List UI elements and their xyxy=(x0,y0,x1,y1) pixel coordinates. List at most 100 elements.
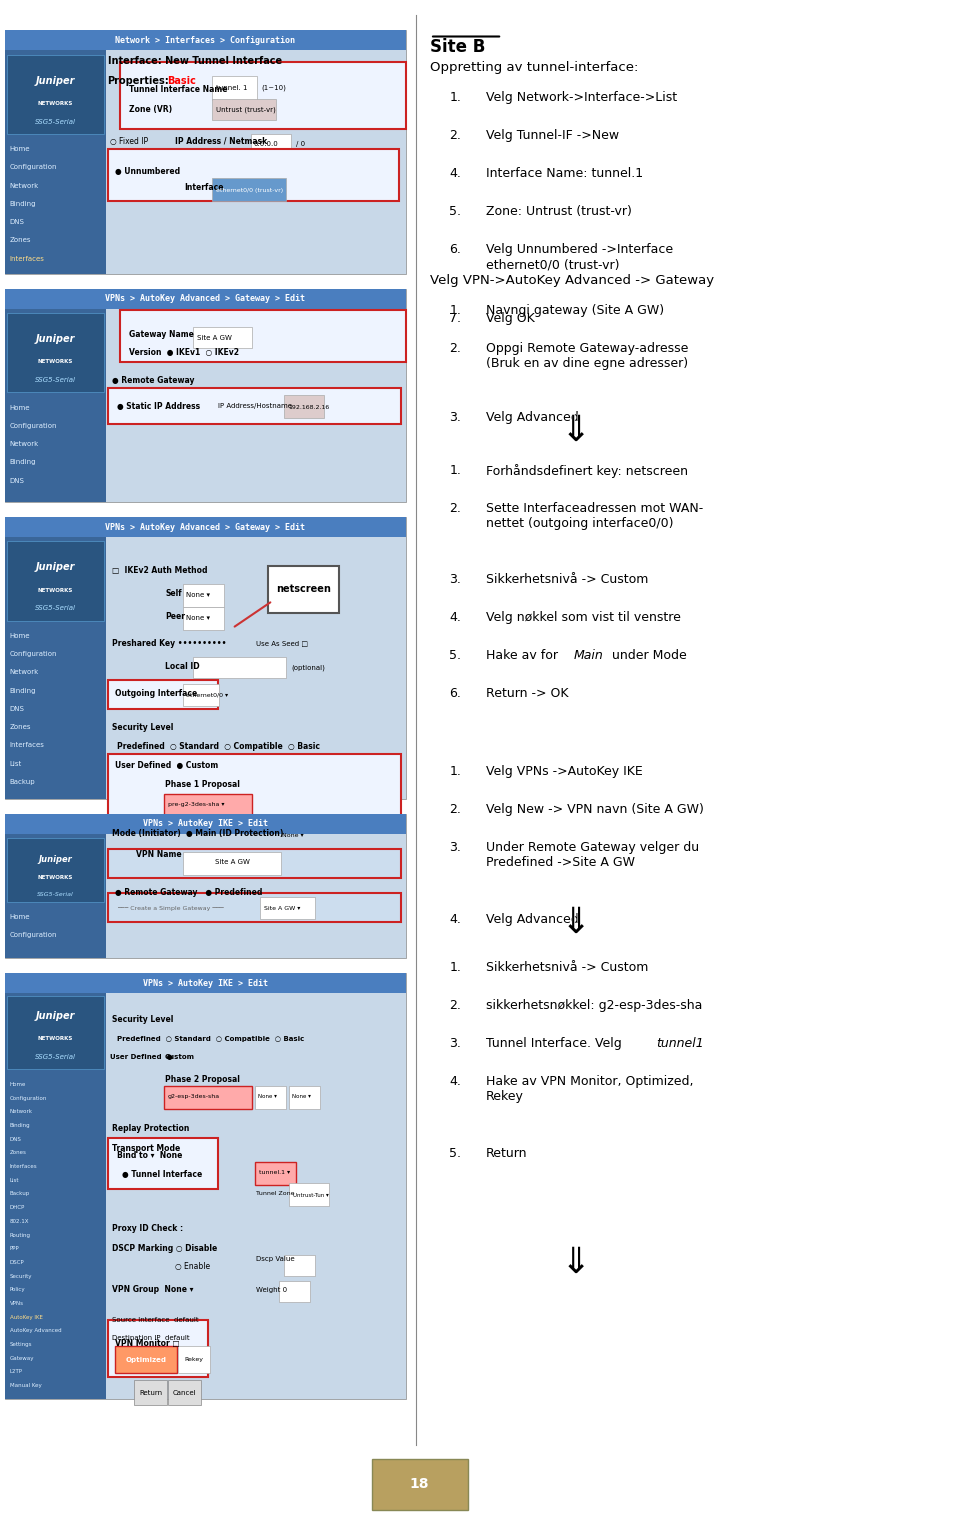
Text: / 0: / 0 xyxy=(296,141,305,148)
Text: DSCP: DSCP xyxy=(10,1259,24,1265)
Text: Network: Network xyxy=(10,1109,33,1115)
Text: tunnel. 1: tunnel. 1 xyxy=(216,85,248,91)
Text: List: List xyxy=(10,760,22,767)
Text: NETWORKS: NETWORKS xyxy=(37,359,73,365)
Text: List: List xyxy=(10,1177,19,1183)
Text: Weight 0: Weight 0 xyxy=(256,1287,287,1293)
Text: Velg Tunnel-IF ->New: Velg Tunnel-IF ->New xyxy=(486,129,619,143)
FancyBboxPatch shape xyxy=(108,149,399,201)
FancyBboxPatch shape xyxy=(255,1162,296,1185)
FancyBboxPatch shape xyxy=(108,754,401,821)
Text: ● Unnumbered: ● Unnumbered xyxy=(115,167,180,176)
Text: Replay Protection: Replay Protection xyxy=(112,1124,190,1133)
Text: Security: Security xyxy=(10,1273,32,1279)
Text: ⇓: ⇓ xyxy=(560,412,592,449)
Text: Return: Return xyxy=(486,1147,527,1161)
Text: VPNs: VPNs xyxy=(10,1300,24,1307)
Text: 2.: 2. xyxy=(449,999,461,1013)
FancyBboxPatch shape xyxy=(7,313,104,392)
Text: Untrust-Tun ▾: Untrust-Tun ▾ xyxy=(293,1192,328,1199)
Text: ethernet0/0 ▾: ethernet0/0 ▾ xyxy=(186,692,228,698)
Text: Zone: Untrust (trust-vr): Zone: Untrust (trust-vr) xyxy=(486,205,632,219)
Text: Local ID: Local ID xyxy=(165,662,200,671)
Text: Binding: Binding xyxy=(10,201,36,207)
Text: User Defined  ●: User Defined ● xyxy=(110,1054,173,1060)
Text: Binding: Binding xyxy=(10,687,36,694)
Text: Use As Seed □: Use As Seed □ xyxy=(256,640,308,646)
FancyBboxPatch shape xyxy=(108,1320,208,1377)
Text: Velg OK: Velg OK xyxy=(486,312,535,325)
Text: Rekey: Rekey xyxy=(184,1357,204,1363)
Text: DNS: DNS xyxy=(10,478,24,484)
FancyBboxPatch shape xyxy=(7,838,104,902)
Text: Self: Self xyxy=(165,589,181,598)
FancyBboxPatch shape xyxy=(5,993,106,1399)
Text: DNS: DNS xyxy=(10,219,24,225)
Text: 3.: 3. xyxy=(449,411,461,424)
Text: Site A GW: Site A GW xyxy=(215,859,250,865)
Text: Phase 1 Proposal: Phase 1 Proposal xyxy=(165,780,240,789)
Text: 7.: 7. xyxy=(449,312,462,325)
Text: VPNs > AutoKey Advanced > Gateway > Edit: VPNs > AutoKey Advanced > Gateway > Edit xyxy=(106,523,305,531)
Text: L2TP: L2TP xyxy=(10,1369,23,1375)
FancyBboxPatch shape xyxy=(251,134,291,155)
FancyBboxPatch shape xyxy=(108,1138,218,1189)
Text: None ▾: None ▾ xyxy=(292,1094,311,1100)
Text: Sette Interfaceadressen mot WAN-
nettet (outgoing interface0/0): Sette Interfaceadressen mot WAN- nettet … xyxy=(486,502,703,529)
FancyBboxPatch shape xyxy=(5,973,406,993)
Text: Proxy ID Check :: Proxy ID Check : xyxy=(112,1224,183,1234)
Text: IP Address / Netmask: IP Address / Netmask xyxy=(175,137,267,146)
FancyBboxPatch shape xyxy=(5,537,106,799)
Text: Home: Home xyxy=(10,146,30,152)
Text: Site B: Site B xyxy=(430,38,486,56)
Text: Zone (VR): Zone (VR) xyxy=(129,105,172,114)
FancyBboxPatch shape xyxy=(5,814,406,834)
Text: Forhåndsdefinert key: netscreen: Forhåndsdefinert key: netscreen xyxy=(486,464,687,478)
FancyBboxPatch shape xyxy=(7,996,104,1069)
Text: ○ Enable: ○ Enable xyxy=(175,1262,210,1272)
Text: Policy: Policy xyxy=(10,1287,25,1293)
Text: □  IKEv2 Auth Method: □ IKEv2 Auth Method xyxy=(112,566,207,575)
Text: VPNs > AutoKey IKE > Edit: VPNs > AutoKey IKE > Edit xyxy=(143,980,268,987)
Text: ethernet0/0 (trust-vr): ethernet0/0 (trust-vr) xyxy=(216,187,283,193)
FancyBboxPatch shape xyxy=(279,1281,310,1302)
Text: Properties:: Properties: xyxy=(108,76,169,85)
FancyBboxPatch shape xyxy=(134,1380,167,1405)
Text: DNS: DNS xyxy=(10,1136,21,1142)
Text: Juniper: Juniper xyxy=(36,1011,75,1021)
Text: 6.: 6. xyxy=(449,687,461,701)
Text: Velg VPNs ->AutoKey IKE: Velg VPNs ->AutoKey IKE xyxy=(486,765,642,779)
Text: 5.: 5. xyxy=(449,649,462,663)
Text: Mode (Initiator)  ● Main (ID Protection): Mode (Initiator) ● Main (ID Protection) xyxy=(112,829,284,838)
Text: NETWORKS: NETWORKS xyxy=(37,875,73,881)
FancyBboxPatch shape xyxy=(5,289,406,309)
Text: Interfaces: Interfaces xyxy=(10,1164,37,1170)
FancyBboxPatch shape xyxy=(193,657,286,678)
Text: Gateway: Gateway xyxy=(10,1355,35,1361)
Text: VPN Monitor □: VPN Monitor □ xyxy=(115,1338,180,1348)
Text: Settings: Settings xyxy=(10,1342,32,1348)
Text: Site A GW ▾: Site A GW ▾ xyxy=(264,905,300,911)
FancyBboxPatch shape xyxy=(115,1346,177,1373)
Text: DSCP Marking ○ Disable: DSCP Marking ○ Disable xyxy=(112,1244,218,1253)
Text: SSG5-Serial: SSG5-Serial xyxy=(35,1054,76,1060)
Text: Return: Return xyxy=(139,1390,162,1396)
Text: Peer: Peer xyxy=(165,611,185,621)
Text: Version  ● IKEv1  ○ IKEv2: Version ● IKEv1 ○ IKEv2 xyxy=(129,348,239,357)
FancyBboxPatch shape xyxy=(5,814,406,958)
Text: Bind to ▾  None: Bind to ▾ None xyxy=(117,1151,182,1161)
Text: 192.168.2.16: 192.168.2.16 xyxy=(288,405,329,411)
Text: Custom: Custom xyxy=(165,1054,195,1060)
FancyBboxPatch shape xyxy=(212,99,276,120)
Text: Interface: New Tunnel Interface: Interface: New Tunnel Interface xyxy=(108,56,281,65)
Text: None ▾: None ▾ xyxy=(282,832,304,838)
Text: Oppretting av tunnel-interface:: Oppretting av tunnel-interface: xyxy=(430,61,638,75)
FancyBboxPatch shape xyxy=(108,849,401,878)
Text: Network: Network xyxy=(10,669,38,675)
FancyBboxPatch shape xyxy=(120,62,406,129)
Text: Basic: Basic xyxy=(167,76,196,85)
Text: Phase 2 Proposal: Phase 2 Proposal xyxy=(165,1075,240,1084)
Text: Untrust (trust-vr): Untrust (trust-vr) xyxy=(216,106,276,113)
Text: Home: Home xyxy=(10,1081,26,1088)
Text: Interfaces: Interfaces xyxy=(10,256,44,262)
